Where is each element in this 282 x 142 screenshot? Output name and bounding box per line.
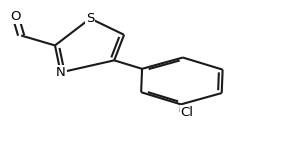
Text: O: O bbox=[10, 10, 21, 23]
Text: S: S bbox=[86, 12, 94, 25]
Text: N: N bbox=[56, 66, 65, 79]
Text: Cl: Cl bbox=[181, 106, 194, 119]
